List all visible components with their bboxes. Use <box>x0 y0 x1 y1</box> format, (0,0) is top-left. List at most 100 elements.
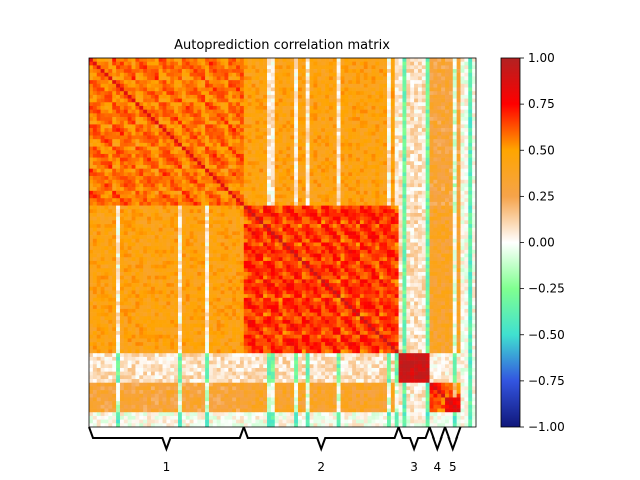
heatmap-cell <box>414 69 419 74</box>
heatmap-cell <box>336 65 341 70</box>
heatmap-cell <box>104 87 109 92</box>
heatmap-cell <box>445 83 450 88</box>
heatmap-cell <box>201 128 206 133</box>
heatmap-cell <box>162 142 167 147</box>
heatmap-cell <box>212 128 218 133</box>
heatmap-cell <box>375 194 380 199</box>
heatmap-cell <box>356 139 361 144</box>
heatmap-cell <box>189 91 194 96</box>
heatmap-cell <box>332 201 337 206</box>
heatmap-cell <box>386 109 392 114</box>
heatmap-cell <box>336 165 341 169</box>
heatmap-cell <box>437 98 442 103</box>
heatmap-cell <box>270 128 276 133</box>
heatmap-cell <box>313 91 318 96</box>
heatmap-cell <box>441 220 446 225</box>
heatmap-cell <box>123 61 128 66</box>
heatmap-cell <box>325 72 330 77</box>
heatmap-cell <box>89 72 94 77</box>
heatmap-cell <box>181 238 187 243</box>
heatmap-cell <box>135 165 140 169</box>
heatmap-cell <box>386 142 392 147</box>
heatmap-cell <box>267 117 272 122</box>
heatmap-cell <box>166 58 171 62</box>
heatmap-cell <box>448 98 454 103</box>
heatmap-cell <box>309 157 314 162</box>
heatmap-cell <box>309 142 314 147</box>
heatmap-cell <box>208 198 214 203</box>
heatmap-cell <box>441 139 446 144</box>
heatmap-cell <box>131 69 136 74</box>
heatmap-cell <box>263 212 268 217</box>
heatmap-cell <box>239 128 245 133</box>
heatmap-cell <box>352 117 357 122</box>
heatmap-cell <box>468 142 473 147</box>
heatmap-cell <box>205 150 210 155</box>
heatmap-cell <box>386 135 392 140</box>
heatmap-cell <box>224 69 229 74</box>
heatmap-cell <box>344 102 349 107</box>
heatmap-cell <box>197 146 202 151</box>
heatmap-cell <box>205 146 210 151</box>
heatmap-cell <box>208 153 214 158</box>
heatmap-cell <box>96 201 101 206</box>
heatmap-cell <box>344 124 349 129</box>
heatmap-cell <box>100 65 105 70</box>
heatmap-cell <box>340 194 345 199</box>
heatmap-cell <box>294 194 299 199</box>
heatmap-cell <box>328 150 334 155</box>
heatmap-cell <box>197 161 202 166</box>
heatmap-cell <box>96 190 101 195</box>
heatmap-cell <box>344 117 349 122</box>
heatmap-cell <box>433 205 438 210</box>
heatmap-cell <box>445 65 450 70</box>
heatmap-cell <box>239 176 245 181</box>
heatmap-cell <box>104 94 109 99</box>
heatmap-cell <box>139 231 144 236</box>
heatmap-cell <box>212 165 218 169</box>
heatmap-cell <box>158 172 163 177</box>
heatmap-cell <box>398 76 403 81</box>
heatmap-cell <box>170 183 175 188</box>
heatmap-cell <box>100 120 105 125</box>
heatmap-cell <box>228 176 233 181</box>
heatmap-cell <box>251 209 256 214</box>
heatmap-cell <box>297 220 303 225</box>
heatmap-cell <box>363 224 368 229</box>
heatmap-cell <box>270 187 276 192</box>
heatmap-cell <box>243 220 248 225</box>
heatmap-cell <box>150 231 156 236</box>
heatmap-cell <box>274 76 279 81</box>
heatmap-cell <box>398 72 403 77</box>
heatmap-cell <box>201 172 206 177</box>
heatmap-cell <box>371 194 376 199</box>
heatmap-cell <box>325 238 330 243</box>
heatmap-cell <box>414 83 419 88</box>
heatmap-cell <box>297 135 303 140</box>
heatmap-cell <box>189 194 194 199</box>
heatmap-cell <box>189 102 194 107</box>
heatmap-cell <box>243 168 248 173</box>
heatmap-cell <box>297 157 303 162</box>
heatmap-cell <box>208 91 214 96</box>
heatmap-cell <box>162 168 167 173</box>
heatmap-cell <box>263 65 268 70</box>
heatmap-cell <box>390 120 396 125</box>
heatmap-cell <box>328 120 334 125</box>
heatmap-cell <box>336 124 341 129</box>
heatmap-cell <box>356 216 361 221</box>
heatmap-cell <box>247 165 252 169</box>
heatmap-cell <box>174 227 179 232</box>
heatmap-cell <box>174 142 179 147</box>
heatmap-cell <box>123 120 128 125</box>
heatmap-cell <box>278 179 283 184</box>
heatmap-cell <box>181 117 187 122</box>
heatmap-cell <box>294 102 299 107</box>
heatmap-cell <box>216 238 221 243</box>
heatmap-cell <box>119 146 125 151</box>
heatmap-cell <box>390 153 396 158</box>
heatmap-cell <box>448 72 454 77</box>
heatmap-cell <box>154 190 159 195</box>
heatmap-cell <box>232 224 237 229</box>
heatmap-cell <box>313 109 318 114</box>
